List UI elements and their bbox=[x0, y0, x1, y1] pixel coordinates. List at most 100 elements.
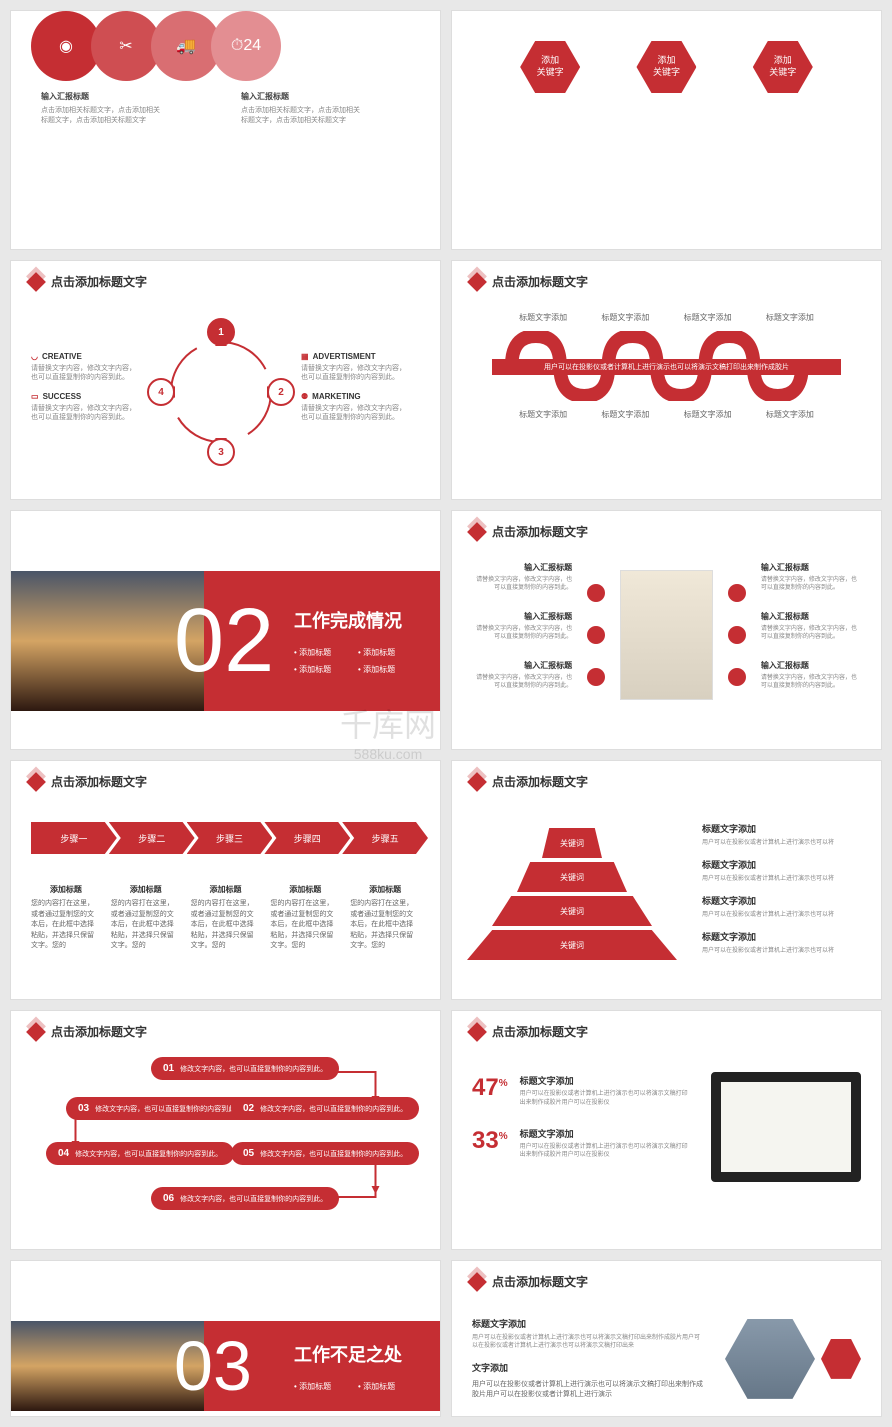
hex-icon bbox=[821, 1339, 861, 1379]
flow-box: 03修改文字内容，也可以直接复制你的内容到此。 bbox=[66, 1097, 254, 1120]
wave-label: 标题文字添加 bbox=[684, 409, 732, 420]
title-marker-icon bbox=[26, 772, 46, 792]
label-title: 输入汇报标题 bbox=[241, 91, 361, 102]
slide-wave: 点击添加标题文字 标题文字添加 标题文字添加 标题文字添加 标题文字添加 用户可… bbox=[451, 260, 882, 500]
slide-flowchart: 点击添加标题文字 01修改文字内容，也可以直接复制你的内容到此。 03修改文字内… bbox=[10, 1010, 441, 1250]
list-item: 标题文字添加用户可以在投影仪或者计算机上进行演示也可以将 bbox=[702, 894, 861, 918]
slide-pyramid: 点击添加标题文字 关键词 关键词 关键词 关键词 标题文字添加用户可以在投影仪或… bbox=[451, 760, 882, 1000]
pyramid-level: 关键词 bbox=[517, 862, 627, 892]
title-marker-icon bbox=[26, 272, 46, 292]
wave-label: 标题文字添加 bbox=[684, 312, 732, 323]
laptop-image bbox=[711, 1072, 861, 1182]
label-desc: 点击添加相关标题文字，点击添加相关标题文字，点击添加相关标题文字 bbox=[241, 106, 361, 126]
left-column: ◡CREATIVE请替换文字内容，修改文字内容，也可以直接复制你的内容到此。 ▭… bbox=[31, 352, 141, 432]
arrow-step: 步骤一 bbox=[31, 822, 117, 854]
center-image bbox=[620, 570, 713, 700]
bullet: 添加标题 bbox=[294, 1381, 338, 1392]
cycle-node: 2 bbox=[267, 378, 295, 406]
slide-title: 点击添加标题文字 bbox=[492, 1273, 588, 1290]
slide-percentages: 点击添加标题文字 47% 标题文字添加用户可以在投影仪或者计算机上进行演示也可以… bbox=[451, 1010, 882, 1250]
title-marker-icon bbox=[467, 772, 487, 792]
item-heading: ▭SUCCESS bbox=[31, 392, 141, 401]
slide-title: 点击添加标题文字 bbox=[51, 1023, 147, 1040]
slide-cycle-diagram: 点击添加标题文字 ◡CREATIVE请替换文字内容，修改文字内容，也可以直接复制… bbox=[10, 260, 441, 500]
list-item: 输入汇报标题请替换文字内容，修改文字内容，也可以直接复制你的内容到此。 bbox=[761, 611, 861, 642]
item-heading: ◡CREATIVE bbox=[31, 352, 141, 361]
wave-label: 标题文字添加 bbox=[766, 409, 814, 420]
hexagon-keyword: 添加关键字 bbox=[520, 41, 580, 93]
right-column: ▦ADVERTISMENT请替换文字内容，修改文字内容，也可以直接复制你的内容到… bbox=[301, 352, 411, 432]
section-number: 02 bbox=[174, 590, 274, 693]
item-heading: ⚉MARKETING bbox=[301, 392, 411, 401]
section-title: 工作不足之处 bbox=[294, 1341, 402, 1367]
flow-box: 02修改文字内容，也可以直接复制你的内容到此。 bbox=[231, 1097, 419, 1120]
bullet: 添加标题 bbox=[294, 647, 338, 658]
step-column: 添加标题您的内容打在这里，或者通过复制您的文本后，在此框中选择粘贴，并选择只保留… bbox=[350, 884, 420, 952]
slide-text-hex: 点击添加标题文字 标题文字添加用户可以在投影仪或者计算机上进行演示也可以将演示文… bbox=[451, 1260, 882, 1417]
wave-label: 标题文字添加 bbox=[519, 312, 567, 323]
title-marker-icon bbox=[467, 272, 487, 292]
circle-icon bbox=[728, 668, 746, 686]
flow-box: 06修改文字内容，也可以直接复制你的内容到此。 bbox=[151, 1187, 339, 1210]
stat-row: 47% 标题文字添加用户可以在投影仪或者计算机上进行演示也可以将演示文稿打印出来… bbox=[472, 1074, 691, 1107]
slide-title: 点击添加标题文字 bbox=[51, 273, 147, 290]
pyramid-graphic: 关键词 关键词 关键词 关键词 bbox=[472, 828, 672, 960]
hexagon-keyword: 添加关键字 bbox=[753, 41, 813, 93]
cycle-diagram: 1 2 3 4 bbox=[141, 312, 301, 472]
wave-label: 标题文字添加 bbox=[766, 312, 814, 323]
list-item: 标题文字添加用户可以在投影仪或者计算机上进行演示也可以将 bbox=[702, 822, 861, 846]
bullet: 添加标题 bbox=[358, 647, 402, 658]
slide-title: 点击添加标题文字 bbox=[492, 523, 588, 540]
step-column: 添加标题您的内容打在这里，或者通过复制您的文本后，在此框中选择粘贴，并选择只保留… bbox=[191, 884, 261, 952]
bullet: 添加标题 bbox=[294, 664, 338, 675]
list-item: 输入汇报标题请替换文字内容，修改文字内容，也可以直接复制你的内容到此。 bbox=[761, 660, 861, 691]
flow-box: 04修改文字内容，也可以直接复制你的内容到此。 bbox=[46, 1142, 234, 1165]
list-item: 输入汇报标题请替换文字内容，修改文字内容，也可以直接复制你的内容到此。 bbox=[761, 562, 861, 593]
label-block-2: 输入汇报标题 点击添加相关标题文字，点击添加相关标题文字，点击添加相关标题文字 bbox=[241, 91, 361, 126]
label-desc: 点击添加相关标题文字，点击添加相关标题文字，点击添加相关标题文字 bbox=[41, 106, 161, 126]
flow-box: 05修改文字内容，也可以直接复制你的内容到此。 bbox=[231, 1142, 419, 1165]
circle-icon bbox=[587, 668, 605, 686]
title-marker-icon bbox=[26, 1022, 46, 1042]
list-item: 输入汇报标题请替换文字内容，修改文字内容，也可以直接复制你的内容到此。 bbox=[472, 611, 572, 642]
cycle-node: 4 bbox=[147, 378, 175, 406]
circle-icon bbox=[728, 626, 746, 644]
slide-section-02: 02 工作完成情况 添加标题 添加标题 添加标题 添加标题 bbox=[10, 510, 441, 750]
arrow-step: 步骤二 bbox=[109, 822, 195, 854]
list-item: 输入汇报标题请替换文字内容，修改文字内容，也可以直接复制你的内容到此。 bbox=[472, 562, 572, 593]
slide-hexagons: 添加关键字 添加关键字 添加关键字 bbox=[451, 10, 882, 250]
hex-image bbox=[725, 1319, 815, 1399]
wave-label: 标题文字添加 bbox=[519, 409, 567, 420]
title-marker-icon bbox=[467, 1022, 487, 1042]
step-column: 添加标题您的内容打在这里，或者通过复制您的文本后，在此框中选择粘贴，并选择只保留… bbox=[111, 884, 181, 952]
stat-row: 33% 标题文字添加用户可以在投影仪或者计算机上进行演示也可以将演示文稿打印出来… bbox=[472, 1127, 691, 1160]
slide-section-03: 03 工作不足之处 添加标题 添加标题 bbox=[10, 1260, 441, 1417]
pyramid-level: 关键词 bbox=[492, 896, 652, 926]
label-title: 输入汇报标题 bbox=[41, 91, 161, 102]
label-block-1: 输入汇报标题 点击添加相关标题文字，点击添加相关标题文字，点击添加相关标题文字 bbox=[41, 91, 161, 126]
slide-title: 点击添加标题文字 bbox=[492, 773, 588, 790]
step-column: 添加标题您的内容打在这里，或者通过复制您的文本后，在此框中选择粘贴，并选择只保留… bbox=[31, 884, 101, 952]
slide-icon-columns: 点击添加标题文字 输入汇报标题请替换文字内容，修改文字内容，也可以直接复制你的内… bbox=[451, 510, 882, 750]
list-item: 输入汇报标题请替换文字内容，修改文字内容，也可以直接复制你的内容到此。 bbox=[472, 660, 572, 691]
percentage-value: 47% bbox=[472, 1074, 508, 1107]
section-title: 工作完成情况 bbox=[294, 607, 402, 633]
slide-arrow-steps: 点击添加标题文字 步骤一 步骤二 步骤三 步骤四 步骤五 添加标题您的内容打在这… bbox=[10, 760, 441, 1000]
pyramid-level: 关键词 bbox=[467, 930, 677, 960]
arrow-step: 步骤三 bbox=[187, 822, 273, 854]
arrow-step: 步骤五 bbox=[342, 822, 428, 854]
list-item: 标题文字添加用户可以在投影仪或者计算机上进行演示也可以将 bbox=[702, 858, 861, 882]
circle-icon bbox=[587, 584, 605, 602]
item-heading: ▦ADVERTISMENT bbox=[301, 352, 411, 361]
circle-icon bbox=[728, 584, 746, 602]
slide-circles: ◉ ✂ 🚚 ⏱24 输入汇报标题 点击添加相关标题文字，点击添加相关标题文字，点… bbox=[10, 10, 441, 250]
wave-label: 标题文字添加 bbox=[601, 409, 649, 420]
wave-label: 标题文字添加 bbox=[601, 312, 649, 323]
slide-title: 点击添加标题文字 bbox=[492, 273, 588, 290]
cycle-node: 3 bbox=[207, 438, 235, 466]
hexagon-keyword: 添加关键字 bbox=[636, 41, 696, 93]
slide-title: 点击添加标题文字 bbox=[51, 773, 147, 790]
wave-graphic: 用户可以在投影仪或者计算机上进行演示也可以将演示文稿打印出来制作成胶片 bbox=[502, 331, 831, 401]
arrow-step: 步骤四 bbox=[264, 822, 350, 854]
flow-box: 01修改文字内容，也可以直接复制你的内容到此。 bbox=[151, 1057, 339, 1080]
